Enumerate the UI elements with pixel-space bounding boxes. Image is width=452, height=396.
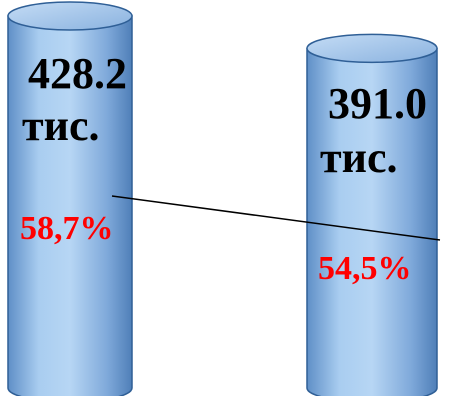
bar-2-value: 391.0: [328, 79, 427, 128]
bar-1-percent-label: 58,7%: [20, 210, 114, 247]
bars-group: [7, 1, 438, 396]
bar-2: [306, 33, 438, 396]
bar-2-percent-label: 54,5%: [318, 250, 412, 287]
bar-2-body: [306, 47, 438, 396]
bar-1-top: [7, 1, 133, 31]
bar-1: [7, 1, 133, 396]
bar-2-value-label: 391.0 тис.: [320, 79, 427, 180]
bar-2-unit: тис.: [320, 133, 398, 182]
bar-1-value: 428.2: [28, 49, 127, 98]
bar-1-unit: тис.: [22, 101, 100, 150]
bar-1-body: [7, 15, 133, 396]
bar-2-top: [306, 33, 438, 64]
bar-1-value-label: 428.2 тис.: [22, 49, 127, 148]
percent-trend-line: [111, 195, 441, 241]
